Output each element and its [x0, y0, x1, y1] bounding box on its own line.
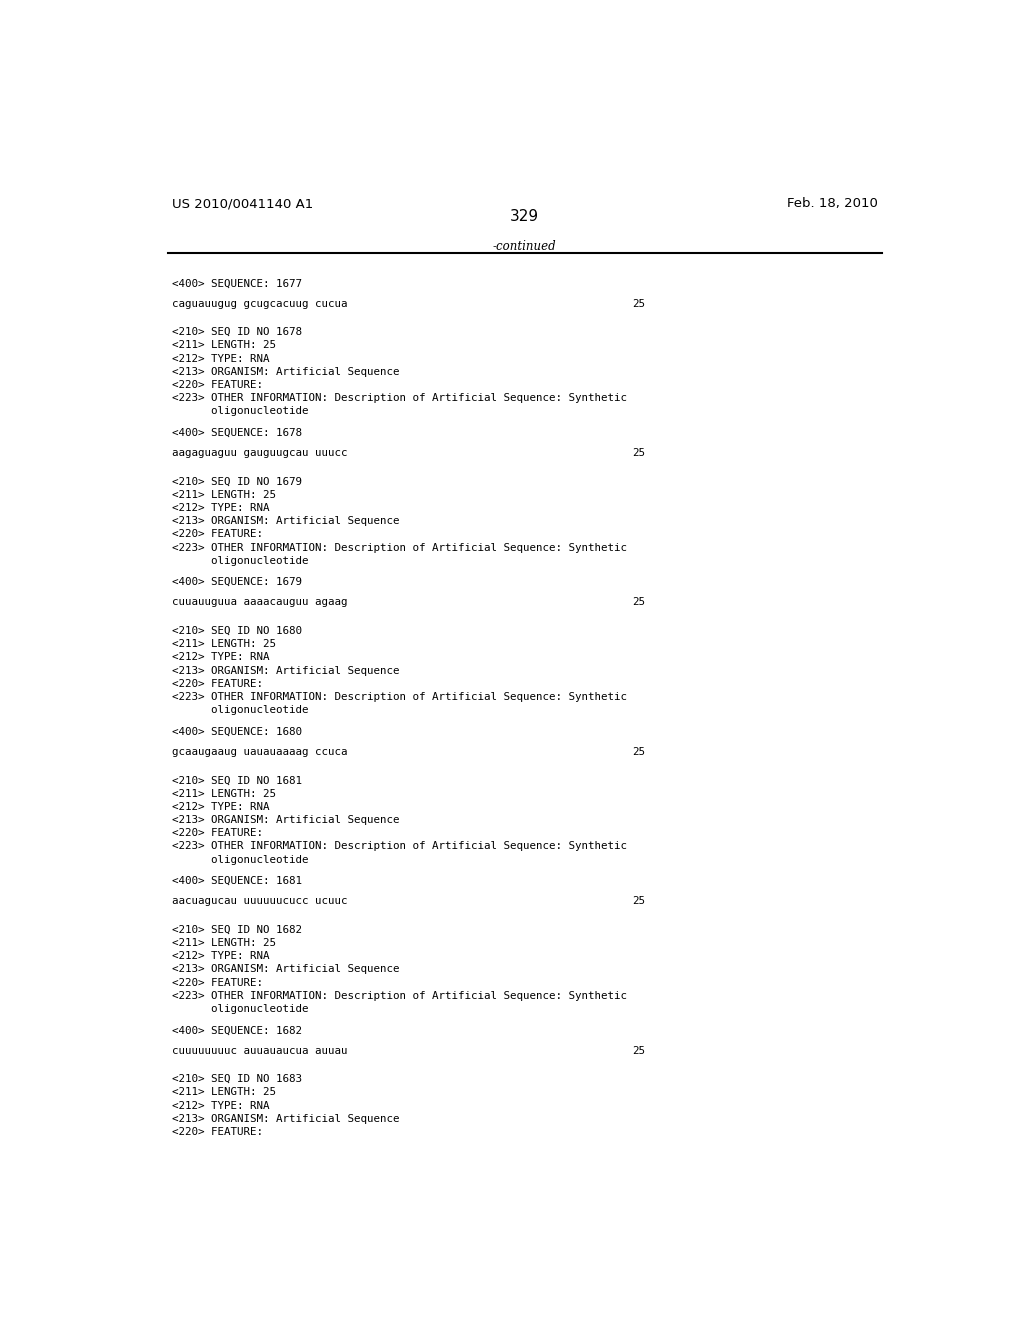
Text: <212> TYPE: RNA: <212> TYPE: RNA	[172, 1101, 269, 1110]
Text: <211> LENGTH: 25: <211> LENGTH: 25	[172, 939, 275, 948]
Text: <220> FEATURE:: <220> FEATURE:	[172, 828, 262, 838]
Text: -continued: -continued	[493, 240, 557, 252]
Text: 25: 25	[632, 747, 645, 756]
Text: <400> SEQUENCE: 1682: <400> SEQUENCE: 1682	[172, 1026, 302, 1035]
Text: <223> OTHER INFORMATION: Description of Artificial Sequence: Synthetic: <223> OTHER INFORMATION: Description of …	[172, 393, 627, 403]
Text: <213> ORGANISM: Artificial Sequence: <213> ORGANISM: Artificial Sequence	[172, 814, 399, 825]
Text: caguauugug gcugcacuug cucua: caguauugug gcugcacuug cucua	[172, 298, 347, 309]
Text: 25: 25	[632, 1045, 645, 1056]
Text: <213> ORGANISM: Artificial Sequence: <213> ORGANISM: Artificial Sequence	[172, 965, 399, 974]
Text: <213> ORGANISM: Artificial Sequence: <213> ORGANISM: Artificial Sequence	[172, 516, 399, 527]
Text: <212> TYPE: RNA: <212> TYPE: RNA	[172, 952, 269, 961]
Text: <213> ORGANISM: Artificial Sequence: <213> ORGANISM: Artificial Sequence	[172, 367, 399, 376]
Text: <220> FEATURE:: <220> FEATURE:	[172, 529, 262, 540]
Text: <212> TYPE: RNA: <212> TYPE: RNA	[172, 503, 269, 513]
Text: oligonucleotide: oligonucleotide	[172, 705, 308, 715]
Text: oligonucleotide: oligonucleotide	[172, 407, 308, 416]
Text: <211> LENGTH: 25: <211> LENGTH: 25	[172, 490, 275, 500]
Text: <213> ORGANISM: Artificial Sequence: <213> ORGANISM: Artificial Sequence	[172, 1114, 399, 1123]
Text: <210> SEQ ID NO 1683: <210> SEQ ID NO 1683	[172, 1074, 302, 1084]
Text: <212> TYPE: RNA: <212> TYPE: RNA	[172, 652, 269, 663]
Text: <211> LENGTH: 25: <211> LENGTH: 25	[172, 341, 275, 350]
Text: <223> OTHER INFORMATION: Description of Artificial Sequence: Synthetic: <223> OTHER INFORMATION: Description of …	[172, 841, 627, 851]
Text: <223> OTHER INFORMATION: Description of Artificial Sequence: Synthetic: <223> OTHER INFORMATION: Description of …	[172, 692, 627, 702]
Text: <210> SEQ ID NO 1679: <210> SEQ ID NO 1679	[172, 477, 302, 487]
Text: <211> LENGTH: 25: <211> LENGTH: 25	[172, 788, 275, 799]
Text: 25: 25	[632, 298, 645, 309]
Text: aagaguaguu gauguugcau uuucc: aagaguaguu gauguugcau uuucc	[172, 447, 347, 458]
Text: US 2010/0041140 A1: US 2010/0041140 A1	[172, 197, 313, 210]
Text: <212> TYPE: RNA: <212> TYPE: RNA	[172, 354, 269, 363]
Text: <223> OTHER INFORMATION: Description of Artificial Sequence: Synthetic: <223> OTHER INFORMATION: Description of …	[172, 543, 627, 553]
Text: <400> SEQUENCE: 1678: <400> SEQUENCE: 1678	[172, 428, 302, 438]
Text: <213> ORGANISM: Artificial Sequence: <213> ORGANISM: Artificial Sequence	[172, 665, 399, 676]
Text: aacuagucau uuuuuucucc ucuuc: aacuagucau uuuuuucucc ucuuc	[172, 896, 347, 907]
Text: <220> FEATURE:: <220> FEATURE:	[172, 380, 262, 389]
Text: <210> SEQ ID NO 1678: <210> SEQ ID NO 1678	[172, 327, 302, 337]
Text: <400> SEQUENCE: 1679: <400> SEQUENCE: 1679	[172, 577, 302, 587]
Text: <400> SEQUENCE: 1680: <400> SEQUENCE: 1680	[172, 726, 302, 737]
Text: <210> SEQ ID NO 1681: <210> SEQ ID NO 1681	[172, 775, 302, 785]
Text: 329: 329	[510, 210, 540, 224]
Text: 25: 25	[632, 896, 645, 907]
Text: oligonucleotide: oligonucleotide	[172, 854, 308, 865]
Text: oligonucleotide: oligonucleotide	[172, 556, 308, 566]
Text: <211> LENGTH: 25: <211> LENGTH: 25	[172, 639, 275, 649]
Text: <400> SEQUENCE: 1681: <400> SEQUENCE: 1681	[172, 876, 302, 886]
Text: 25: 25	[632, 598, 645, 607]
Text: <210> SEQ ID NO 1682: <210> SEQ ID NO 1682	[172, 925, 302, 935]
Text: <223> OTHER INFORMATION: Description of Artificial Sequence: Synthetic: <223> OTHER INFORMATION: Description of …	[172, 991, 627, 1001]
Text: Feb. 18, 2010: Feb. 18, 2010	[787, 197, 878, 210]
Text: <212> TYPE: RNA: <212> TYPE: RNA	[172, 801, 269, 812]
Text: <210> SEQ ID NO 1680: <210> SEQ ID NO 1680	[172, 626, 302, 636]
Text: <211> LENGTH: 25: <211> LENGTH: 25	[172, 1088, 275, 1097]
Text: <400> SEQUENCE: 1677: <400> SEQUENCE: 1677	[172, 279, 302, 288]
Text: 25: 25	[632, 447, 645, 458]
Text: cuuauuguua aaaacauguu agaag: cuuauuguua aaaacauguu agaag	[172, 598, 347, 607]
Text: oligonucleotide: oligonucleotide	[172, 1005, 308, 1014]
Text: <220> FEATURE:: <220> FEATURE:	[172, 1127, 262, 1137]
Text: <220> FEATURE:: <220> FEATURE:	[172, 678, 262, 689]
Text: cuuuuuuuuc auuauaucua auuau: cuuuuuuuuc auuauaucua auuau	[172, 1045, 347, 1056]
Text: <220> FEATURE:: <220> FEATURE:	[172, 978, 262, 987]
Text: gcaaugaaug uauauaaaag ccuca: gcaaugaaug uauauaaaag ccuca	[172, 747, 347, 756]
